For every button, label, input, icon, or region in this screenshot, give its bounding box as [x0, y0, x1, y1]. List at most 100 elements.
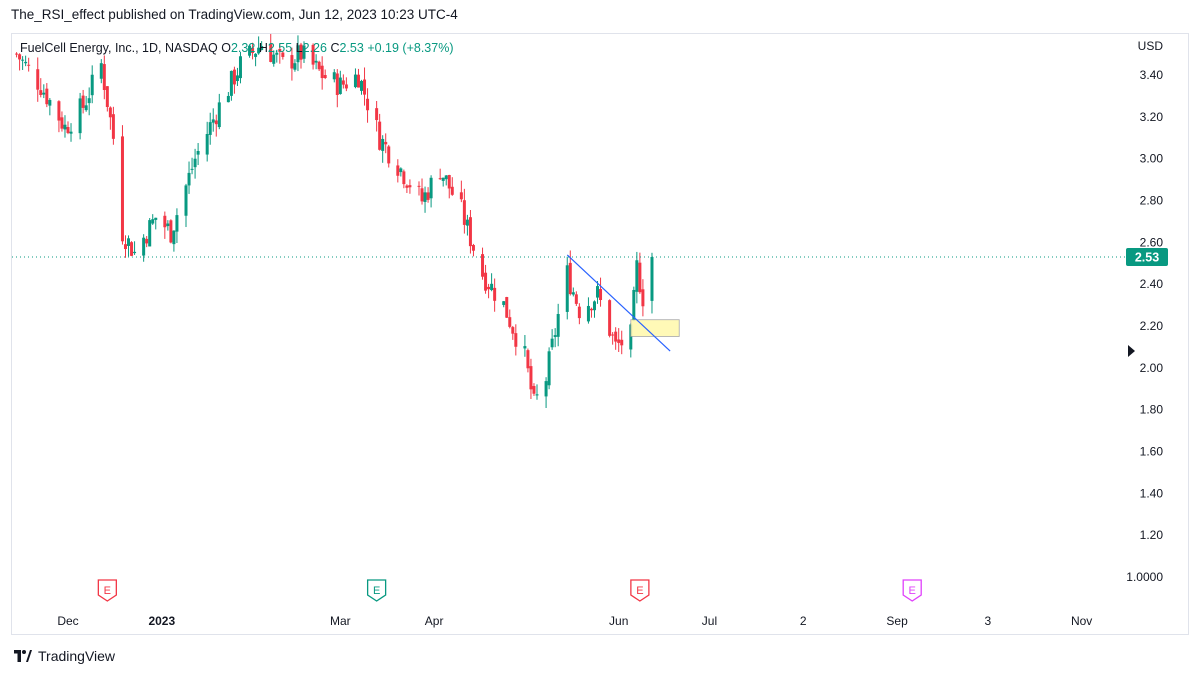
y-tick-label: 1.80 [1140, 403, 1164, 417]
candle-body [514, 333, 518, 347]
candle-body [166, 223, 170, 227]
candle-body [60, 117, 64, 129]
earnings-marker-label: E [104, 585, 111, 597]
candle-body [399, 168, 403, 173]
candle-body [36, 69, 40, 90]
candle-body [632, 289, 636, 321]
candle-body [63, 124, 67, 130]
candle-body [535, 394, 539, 396]
symbol-legend: FuelCell Energy, Inc., 1D, NASDAQ O2.32 … [20, 41, 453, 55]
candle-body [45, 88, 49, 105]
candle-body [302, 45, 306, 59]
candle-body [547, 351, 551, 386]
candle-body [272, 54, 276, 64]
candle-body [87, 98, 91, 104]
candle-body [251, 47, 255, 53]
candle-body [617, 339, 621, 343]
candle-body [641, 289, 645, 307]
y-tick-label: 3.40 [1140, 68, 1164, 82]
candle-body [281, 52, 285, 57]
candle-body [556, 313, 560, 337]
candle-body [338, 77, 342, 95]
y-tick-label: 3.00 [1140, 152, 1164, 166]
candle-body [320, 65, 324, 79]
candle-body [532, 386, 536, 394]
candle-body [169, 220, 173, 243]
candle-body [18, 54, 22, 60]
candle-body [553, 335, 557, 337]
candle-body [487, 286, 491, 290]
candle-body [596, 286, 600, 298]
candle-body [151, 219, 155, 224]
candle-body [405, 185, 409, 188]
y-tick-label: 2.20 [1140, 319, 1164, 333]
candle-body [84, 105, 88, 111]
candle-body [471, 245, 475, 251]
x-tick-label: Dec [57, 614, 78, 628]
candle-body [335, 73, 339, 95]
candle-body [105, 86, 109, 108]
publisher-header: The_RSI_effect published on TradingView.… [11, 7, 458, 22]
earnings-marker-label: E [909, 585, 916, 597]
candle-body [505, 297, 509, 318]
candle-body [574, 294, 578, 304]
candle-body [15, 53, 19, 55]
y-tick-label: 1.60 [1140, 445, 1164, 459]
candle-body [544, 381, 548, 397]
x-tick-label: 2023 [148, 614, 175, 628]
scale-arrow-icon [1128, 345, 1135, 357]
candle-body [275, 52, 279, 55]
candle-body [120, 136, 124, 242]
candle-body [148, 220, 152, 247]
candle-body [526, 350, 530, 369]
candle-body [130, 242, 134, 256]
candle-body [42, 92, 46, 95]
candle-body [384, 141, 388, 145]
candle-body [356, 74, 360, 88]
candle-body [90, 74, 94, 96]
candle-body [363, 79, 367, 95]
candle-body [57, 101, 61, 121]
earnings-marker-icon [366, 579, 387, 602]
candle-body [490, 283, 494, 291]
candle-body [341, 80, 345, 85]
candle-body [108, 107, 112, 118]
candle-body [444, 175, 448, 180]
currency-label: USD [1138, 39, 1164, 53]
candle-body [408, 185, 412, 188]
candle-body [620, 339, 624, 346]
candle-body [208, 122, 212, 135]
candle-body [323, 75, 327, 79]
candle-body [493, 287, 497, 301]
candle-body [290, 55, 294, 69]
candle-body [420, 188, 424, 202]
tradingview-brand: TradingView [38, 648, 116, 664]
candle-body [459, 192, 463, 200]
candle-body [438, 178, 442, 180]
candle-body [502, 301, 506, 305]
candle-body [635, 260, 639, 292]
candle-body [133, 251, 137, 254]
candle-body [102, 64, 106, 90]
candle-body [426, 192, 430, 200]
candle-body [565, 265, 569, 312]
candle-body [608, 300, 612, 336]
candle-body [378, 121, 382, 150]
y-tick-label: 2.40 [1140, 277, 1164, 291]
candle-body [599, 289, 603, 301]
earnings-marker-icon [630, 579, 650, 602]
candle-body [317, 61, 321, 70]
candle-body [254, 53, 258, 57]
candle-body [27, 64, 31, 66]
tradingview-logo[interactable]: TradingView [12, 648, 115, 664]
candle-body [423, 192, 427, 202]
candle-body [163, 215, 167, 228]
candle-body [193, 158, 197, 168]
candle-body [638, 262, 642, 293]
candle-body [196, 150, 200, 155]
open-value: 2.32 [230, 41, 256, 55]
candle-body [529, 366, 533, 390]
x-tick-label: Jul [702, 614, 717, 628]
support-zone [630, 319, 680, 337]
